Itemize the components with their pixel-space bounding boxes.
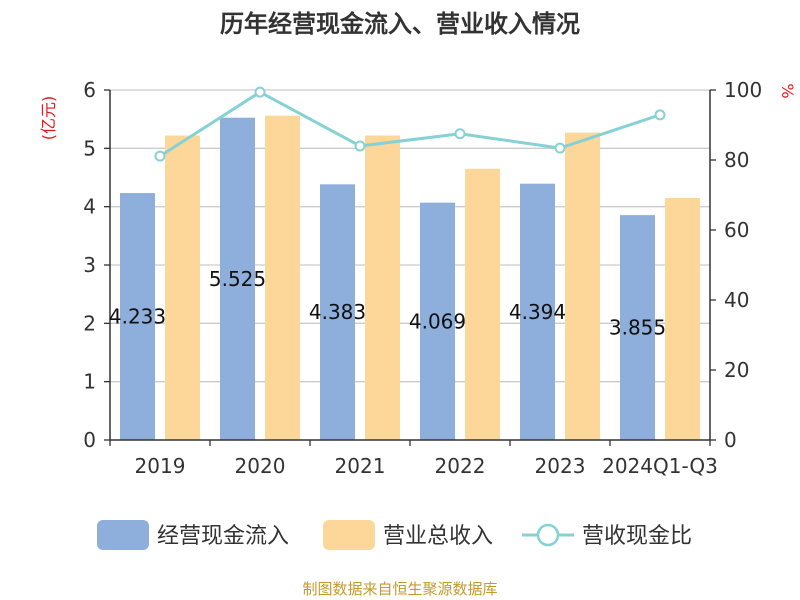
legend-label-ratio: 营收现金比 — [582, 524, 692, 549]
bar-cash-inflow — [620, 215, 655, 440]
ratio-line — [154, 86, 666, 162]
bar-cash-inflow — [420, 202, 455, 440]
left-tick-label: 4 — [83, 195, 96, 219]
bar-cash-inflow — [320, 184, 355, 440]
legend-swatch-cash-inflow — [97, 520, 149, 550]
data-label: 4.383 — [309, 300, 366, 324]
ratio-series-line — [159, 90, 661, 158]
bar-revenue — [165, 135, 200, 440]
data-labels: 4.233 5.525 4.383 4.069 4.394 3.855 — [109, 267, 666, 340]
bar-revenue — [465, 168, 500, 440]
left-tick-label: 2 — [83, 311, 96, 335]
ratio-point — [254, 86, 266, 98]
right-tick-label: 20 — [724, 358, 749, 382]
x-tick-label: 2019 — [135, 454, 186, 478]
legend-label-revenue: 营业总收入 — [383, 524, 493, 549]
gridlines — [110, 89, 710, 383]
right-tick-label: 0 — [724, 428, 737, 452]
left-tick-label: 3 — [83, 253, 96, 277]
data-label: 5.525 — [209, 267, 266, 291]
left-tick-label: 5 — [83, 136, 96, 160]
legend-marker-ratio — [536, 523, 560, 547]
data-label: 3.855 — [609, 316, 666, 340]
left-tick-label: 1 — [83, 370, 96, 394]
bar-revenue — [365, 135, 400, 440]
ratio-point — [654, 109, 666, 121]
data-label: 4.394 — [509, 300, 566, 324]
bar-revenue — [265, 115, 300, 441]
x-tick-label: 2021 — [335, 454, 386, 478]
source-note: 制图数据来自恒生聚源数据库 — [302, 580, 497, 598]
bar-cash-inflow — [220, 117, 255, 440]
right-tick-label: 100 — [724, 78, 762, 102]
ratio-point — [354, 140, 366, 152]
ratio-point — [554, 142, 566, 154]
bar-revenue — [565, 132, 600, 441]
ratio-point — [154, 150, 166, 162]
data-label: 4.069 — [409, 309, 466, 333]
x-tick-label: 2023 — [535, 454, 586, 478]
x-tick-label: 2022 — [435, 454, 486, 478]
legend: 经营现金流入 营业总收入 营收现金比 — [97, 520, 692, 550]
bars — [120, 115, 700, 441]
legend-label-cash-inflow: 经营现金流入 — [157, 524, 289, 549]
x-tick-label: 2024Q1-Q3 — [602, 454, 718, 478]
bar-cash-inflow — [120, 193, 155, 440]
bar-cash-inflow — [520, 183, 555, 440]
right-tick-label: 40 — [724, 288, 749, 312]
chart-title: 历年经营现金流入、营业收入情况 — [220, 10, 580, 38]
right-tick-label: 60 — [724, 218, 749, 242]
bar-revenue — [665, 197, 700, 440]
left-tick-label: 0 — [83, 428, 96, 452]
x-tick-label: 2020 — [235, 454, 286, 478]
left-tick-label: 6 — [83, 78, 96, 102]
right-tick-label: 80 — [724, 148, 749, 172]
data-label: 4.233 — [109, 305, 166, 329]
legend-swatch-revenue — [323, 520, 375, 550]
right-axis-unit: % — [778, 83, 797, 98]
ratio-point — [454, 128, 466, 140]
left-axis-unit: (亿元) — [39, 96, 58, 141]
